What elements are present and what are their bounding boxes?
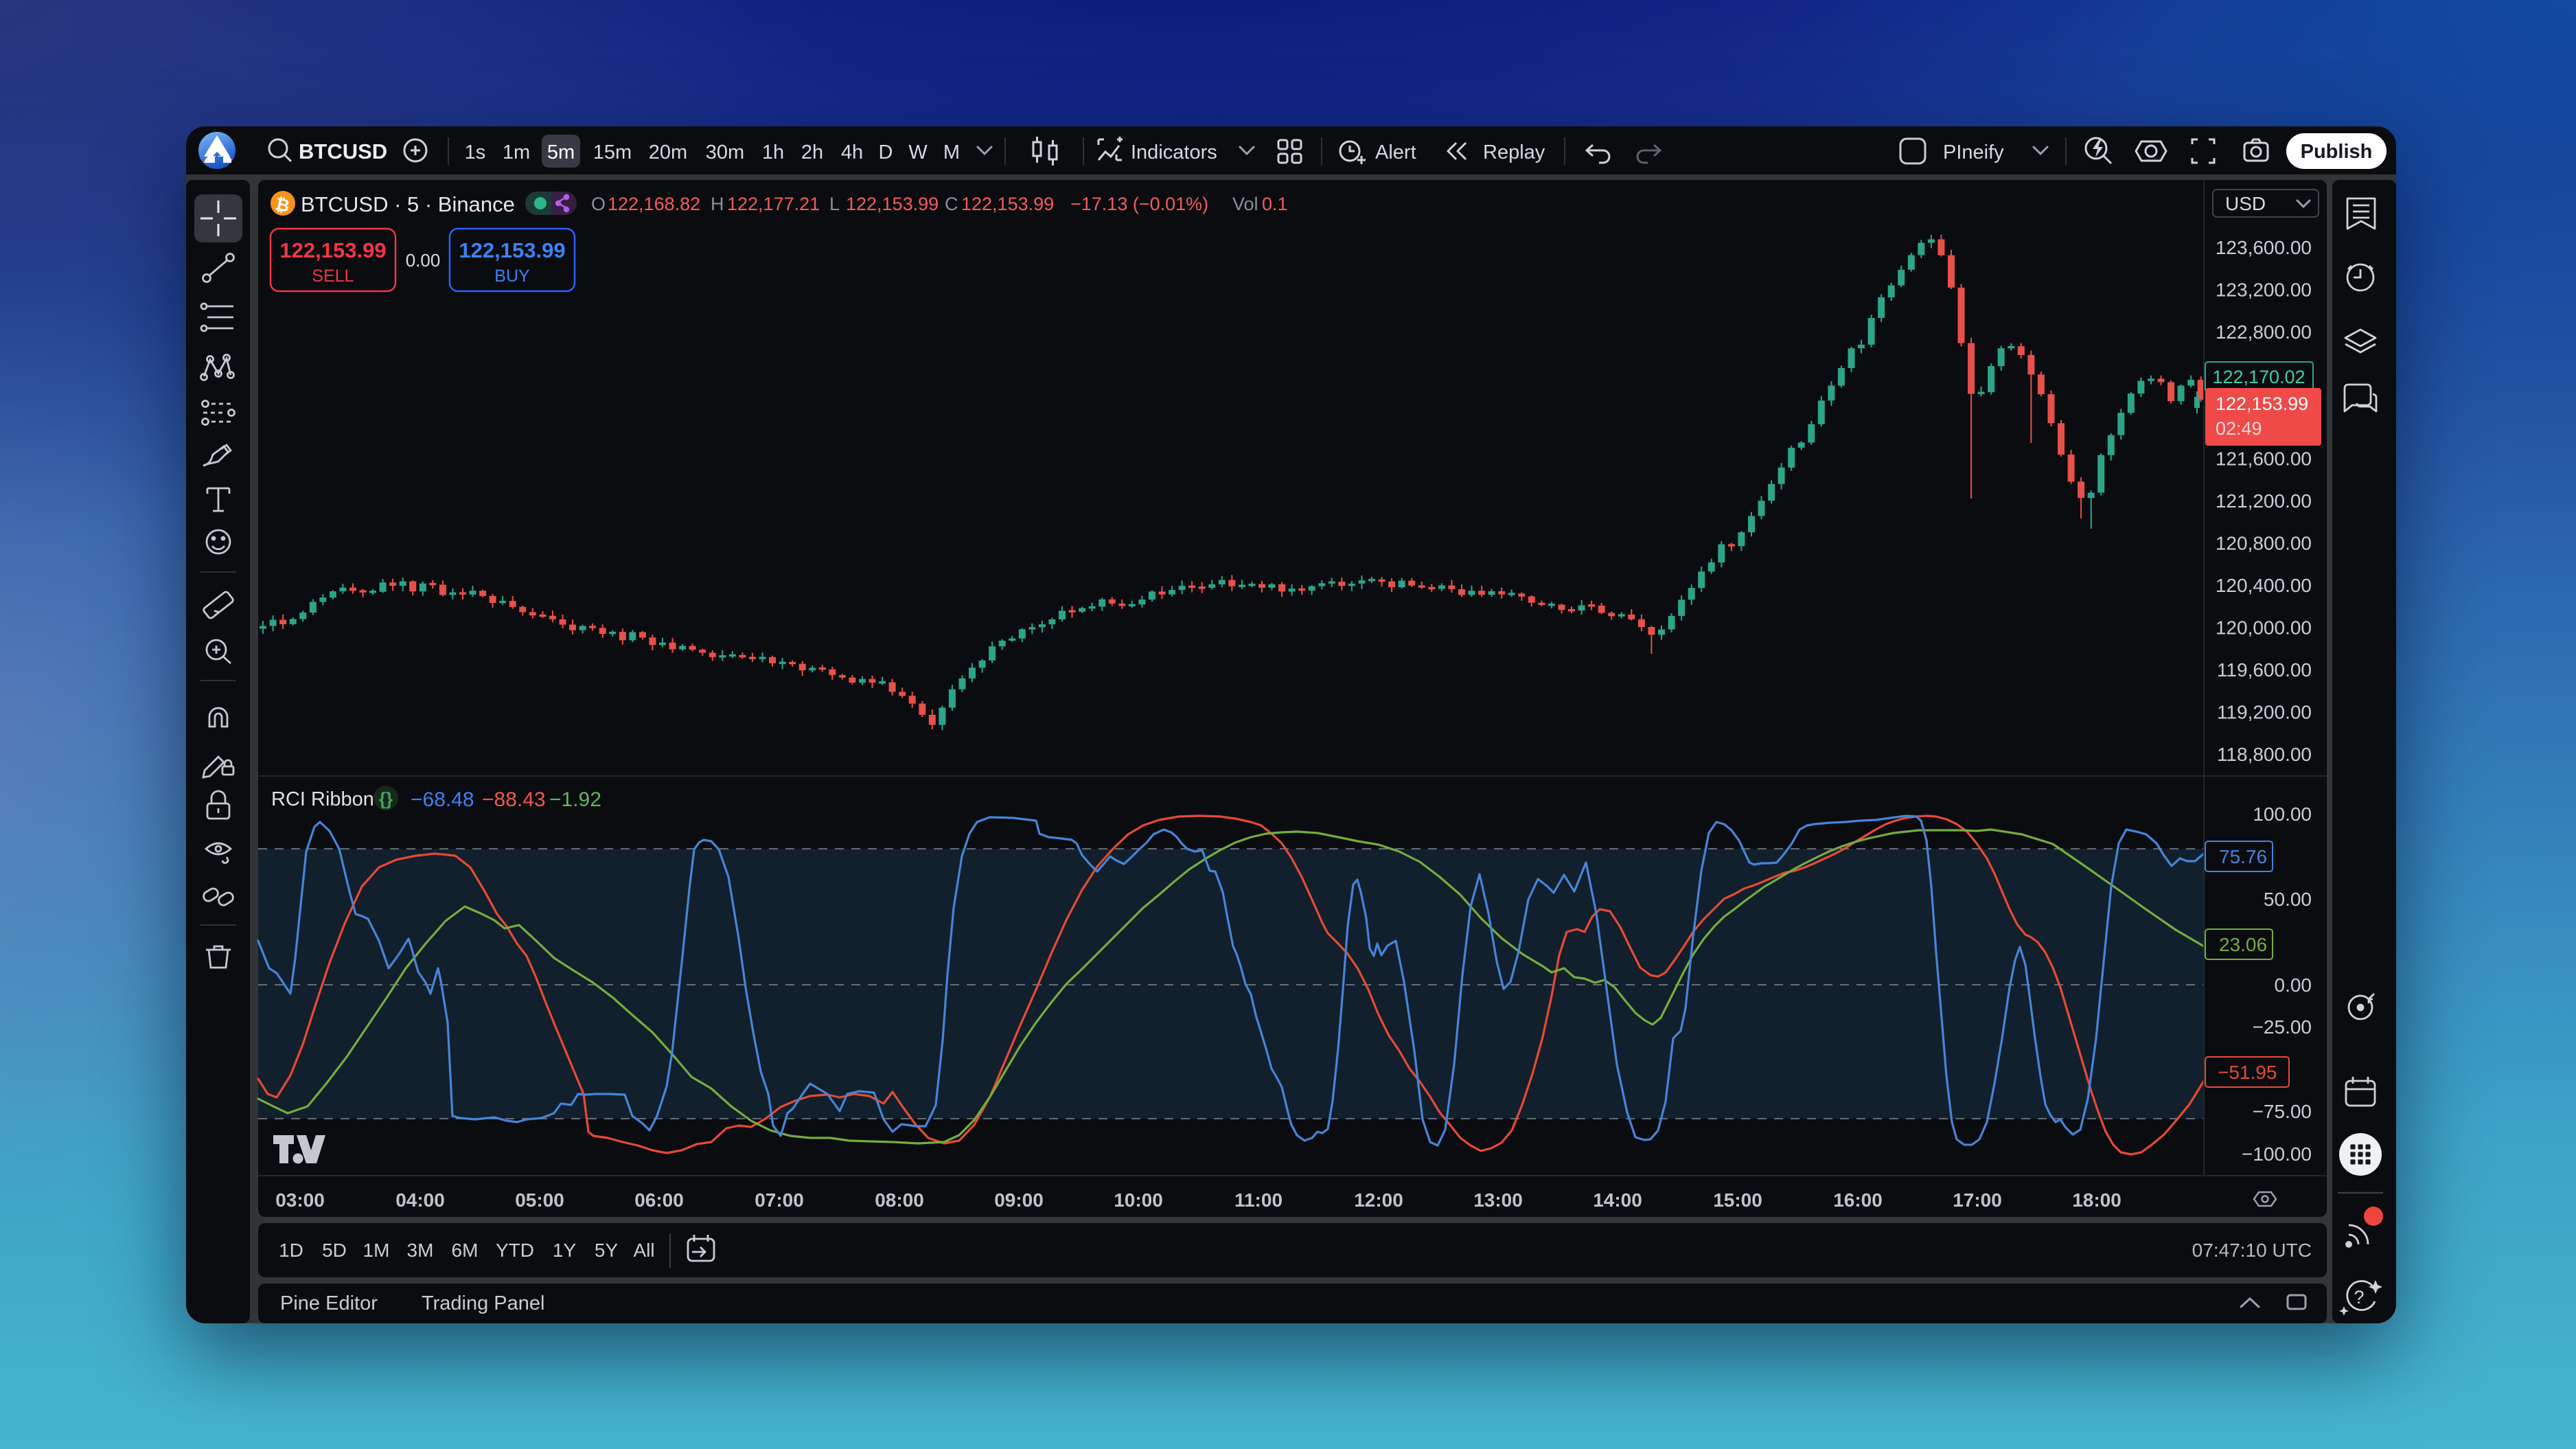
svg-text:−17.13 (−0.01%): −17.13 (−0.01%) — [1070, 194, 1208, 214]
svg-text:03:00: 03:00 — [275, 1189, 325, 1211]
svg-text:Alert: Alert — [1375, 141, 1416, 163]
svg-text:14:00: 14:00 — [1593, 1189, 1642, 1211]
svg-text:17:00: 17:00 — [1953, 1189, 2002, 1211]
svg-text:0.1: 0.1 — [1262, 194, 1288, 214]
svg-text:12:00: 12:00 — [1354, 1189, 1403, 1211]
svg-text:USD: USD — [2225, 193, 2266, 214]
svg-text:30m: 30m — [706, 141, 744, 163]
svg-text:C: C — [945, 194, 958, 214]
svg-text:16:00: 16:00 — [1833, 1189, 1883, 1211]
svg-text:50.00: 50.00 — [2264, 889, 2312, 910]
svg-text:122,153.99: 122,153.99 — [846, 194, 939, 214]
svg-text:118,800.00: 118,800.00 — [2217, 744, 2312, 765]
svg-text:15:00: 15:00 — [1713, 1189, 1762, 1211]
svg-text:−1.92: −1.92 — [549, 788, 601, 811]
svg-text:1Y: 1Y — [553, 1240, 577, 1261]
svg-text:M: M — [943, 141, 960, 163]
svg-text:O: O — [591, 194, 606, 214]
svg-text:YTD: YTD — [496, 1240, 534, 1261]
svg-text:D: D — [879, 141, 893, 163]
svg-text:2h: 2h — [801, 141, 823, 163]
svg-text:06:00: 06:00 — [634, 1189, 684, 1211]
svg-text:5D: 5D — [322, 1240, 347, 1261]
svg-text:123,600.00: 123,600.00 — [2216, 237, 2312, 258]
svg-text:Replay: Replay — [1483, 141, 1545, 163]
svg-text:Vol: Vol — [1232, 194, 1258, 214]
svg-text:07:00: 07:00 — [755, 1189, 804, 1211]
svg-text:122,153.99: 122,153.99 — [459, 238, 565, 262]
svg-text:Trading Panel: Trading Panel — [422, 1292, 544, 1314]
svg-text:08:00: 08:00 — [875, 1189, 924, 1211]
svg-text:{}: {} — [379, 788, 393, 809]
svg-text:SELL: SELL — [312, 266, 354, 286]
svg-text:L: L — [829, 194, 840, 214]
svg-text:119,200.00: 119,200.00 — [2217, 702, 2312, 723]
svg-text:15m: 15m — [593, 141, 632, 163]
svg-text:11:00: 11:00 — [1234, 1189, 1283, 1211]
svg-text:07:47:10 UTC: 07:47:10 UTC — [2192, 1240, 2312, 1261]
svg-text:100.00: 100.00 — [2253, 803, 2312, 825]
svg-text:5m: 5m — [547, 141, 575, 163]
svg-text:5Y: 5Y — [595, 1240, 619, 1261]
svg-text:BUY: BUY — [494, 266, 530, 286]
svg-text:Pine Editor: Pine Editor — [280, 1292, 378, 1314]
svg-text:BTCUSD · 5 · Binance: BTCUSD · 5 · Binance — [301, 192, 515, 216]
svg-text:121,200.00: 121,200.00 — [2216, 490, 2312, 512]
svg-text:05:00: 05:00 — [515, 1189, 564, 1211]
svg-text:09:00: 09:00 — [994, 1189, 1044, 1211]
svg-text:13:00: 13:00 — [1473, 1189, 1523, 1211]
svg-text:−51.95: −51.95 — [2218, 1062, 2277, 1083]
svg-text:120,800.00: 120,800.00 — [2216, 533, 2312, 554]
svg-text:122,168.82: 122,168.82 — [608, 194, 700, 214]
svg-text:−25.00: −25.00 — [2253, 1016, 2312, 1038]
svg-text:75.76: 75.76 — [2219, 846, 2267, 867]
svg-text:3M: 3M — [407, 1240, 434, 1261]
svg-text:H: H — [711, 194, 724, 214]
svg-text:W: W — [908, 141, 928, 163]
svg-text:6M: 6M — [452, 1240, 479, 1261]
svg-text:02:49: 02:49 — [2216, 418, 2262, 439]
svg-text:1s: 1s — [465, 141, 486, 163]
svg-text:−68.48: −68.48 — [411, 788, 474, 811]
svg-text:1h: 1h — [762, 141, 784, 163]
svg-text:119,600.00: 119,600.00 — [2217, 659, 2312, 681]
svg-text:122,153.99: 122,153.99 — [2216, 393, 2308, 414]
svg-text:04:00: 04:00 — [395, 1189, 445, 1211]
svg-text:−75.00: −75.00 — [2253, 1101, 2312, 1122]
svg-text:10:00: 10:00 — [1114, 1189, 1163, 1211]
svg-text:122,177.21: 122,177.21 — [727, 194, 820, 214]
svg-text:122,153.99: 122,153.99 — [961, 194, 1054, 214]
svg-text:1M: 1M — [363, 1240, 390, 1261]
svg-text:4h: 4h — [841, 141, 863, 163]
svg-text:BTCUSD: BTCUSD — [299, 139, 387, 163]
svg-text:Indicators: Indicators — [1131, 141, 1217, 163]
svg-text:1D: 1D — [279, 1240, 303, 1261]
svg-text:−88.43: −88.43 — [482, 788, 546, 811]
svg-text:0.00: 0.00 — [406, 250, 441, 271]
svg-text:120,400.00: 120,400.00 — [2216, 575, 2312, 596]
svg-text:1m: 1m — [503, 141, 530, 163]
svg-text:120,000.00: 120,000.00 — [2216, 617, 2312, 639]
svg-text:RCI Ribbon: RCI Ribbon — [271, 788, 374, 810]
svg-text:23.06: 23.06 — [2219, 934, 2267, 955]
svg-text:122,153.99: 122,153.99 — [279, 238, 386, 262]
svg-text:122,170.02: 122,170.02 — [2212, 367, 2305, 387]
svg-text:122,800.00: 122,800.00 — [2216, 321, 2312, 343]
svg-text:0.00: 0.00 — [2275, 974, 2312, 996]
svg-text:−100.00: −100.00 — [2242, 1143, 2312, 1165]
svg-text:20m: 20m — [649, 141, 687, 163]
svg-text:123,200.00: 123,200.00 — [2216, 279, 2312, 301]
svg-text:All: All — [633, 1240, 654, 1261]
svg-text:PIneify: PIneify — [1943, 141, 2004, 163]
svg-text:121,600.00: 121,600.00 — [2216, 448, 2312, 470]
svg-text:?: ? — [2354, 1287, 2364, 1308]
svg-text:Publish: Publish — [2301, 141, 2373, 163]
svg-text:18:00: 18:00 — [2072, 1189, 2121, 1211]
